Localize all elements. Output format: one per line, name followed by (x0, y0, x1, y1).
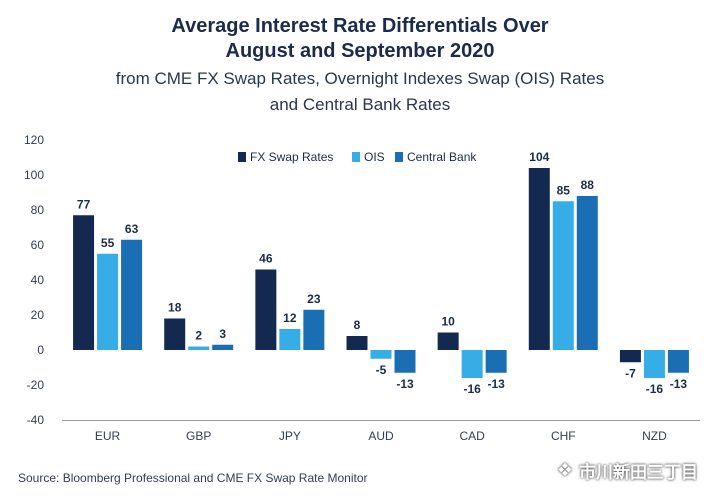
bar-ois-eur (97, 253, 119, 350)
x-tick-label: JPY (279, 429, 301, 443)
bar-fx-swap-rates-jpy (255, 269, 277, 350)
data-label: 2 (195, 329, 202, 343)
legend-swatch (238, 152, 246, 162)
data-label: -5 (376, 363, 387, 377)
bar-central-bank-jpy (303, 309, 325, 350)
data-label: 55 (101, 236, 115, 250)
data-label: 8 (354, 318, 361, 332)
data-label: -13 (396, 377, 414, 391)
data-label: 85 (557, 183, 571, 197)
x-tick-label: EUR (95, 429, 121, 443)
x-tick-label: NZD (642, 429, 667, 443)
data-label: 104 (529, 150, 549, 164)
y-tick-label: 100 (24, 168, 44, 182)
legend-swatch (352, 152, 360, 162)
chart-subtitle-line1: from CME FX Swap Rates, Overnight Indexe… (115, 69, 605, 88)
y-tick-label: 60 (31, 238, 45, 252)
x-tick-label: CHF (551, 429, 576, 443)
data-label: 3 (219, 327, 226, 341)
legend-label: OIS (364, 150, 385, 164)
legend-label: FX Swap Rates (250, 150, 333, 164)
data-label: 88 (581, 178, 595, 192)
bar-central-bank-eur (121, 239, 143, 350)
bar-fx-swap-rates-nzd (619, 350, 641, 363)
bar-central-bank-nzd (667, 350, 689, 373)
bar-central-bank-aud (394, 350, 416, 373)
y-tick-label: 80 (31, 203, 45, 217)
bar-central-bank-chf (576, 196, 598, 350)
data-label: -7 (625, 366, 636, 380)
bar-ois-gbp (188, 346, 210, 350)
y-tick-label: 40 (31, 273, 45, 287)
chart-subtitle-line2: and Central Bank Rates (269, 95, 451, 114)
data-label: 63 (125, 222, 139, 236)
y-tick-label: 120 (24, 133, 44, 147)
data-label: 77 (77, 197, 91, 211)
watermark: ❖ 市川新田三丁目 (557, 458, 698, 483)
watermark-text: 市川新田三丁目 (579, 463, 698, 482)
title-block: Average Interest Rate Differentials Over… (0, 14, 720, 116)
bar-fx-swap-rates-aud (346, 336, 368, 350)
y-tick-label: -20 (27, 378, 45, 392)
bar-central-bank-gbp (212, 344, 234, 350)
bar-ois-aud (370, 350, 392, 359)
x-tick-label: AUD (368, 429, 394, 443)
data-label: 12 (283, 311, 297, 325)
data-label: -16 (463, 382, 481, 396)
bar-ois-jpy (279, 329, 301, 350)
bar-central-bank-cad (485, 350, 507, 373)
data-label: 46 (259, 252, 273, 266)
bar-fx-swap-rates-cad (437, 332, 459, 350)
x-tick-label: GBP (186, 429, 211, 443)
data-label: 23 (307, 292, 321, 306)
legend-label: Central Bank (407, 150, 477, 164)
y-tick-label: -40 (27, 413, 45, 427)
y-tick-label: 20 (31, 308, 45, 322)
data-label: 10 (441, 315, 455, 329)
bar-fx-swap-rates-chf (528, 168, 550, 350)
data-label: 18 (168, 301, 182, 315)
data-label: -13 (487, 377, 505, 391)
data-label: -13 (670, 377, 688, 391)
source-note: Source: Bloomberg Professional and CME F… (18, 471, 368, 485)
legend-swatch (395, 152, 403, 162)
y-tick-label: 0 (37, 343, 44, 357)
bar-ois-cad (461, 350, 483, 378)
wechat-icon: ❖ (556, 460, 573, 480)
bar-ois-chf (552, 201, 574, 350)
chart-title-line2: August and September 2020 (225, 40, 495, 62)
bar-ois-nzd (643, 350, 665, 378)
data-label: -16 (646, 382, 664, 396)
bar-fx-swap-rates-eur (73, 215, 95, 350)
chart-title-line1: Average Interest Rate Differentials Over (171, 15, 549, 37)
x-tick-label: CAD (459, 429, 485, 443)
bar-fx-swap-rates-gbp (164, 318, 186, 350)
